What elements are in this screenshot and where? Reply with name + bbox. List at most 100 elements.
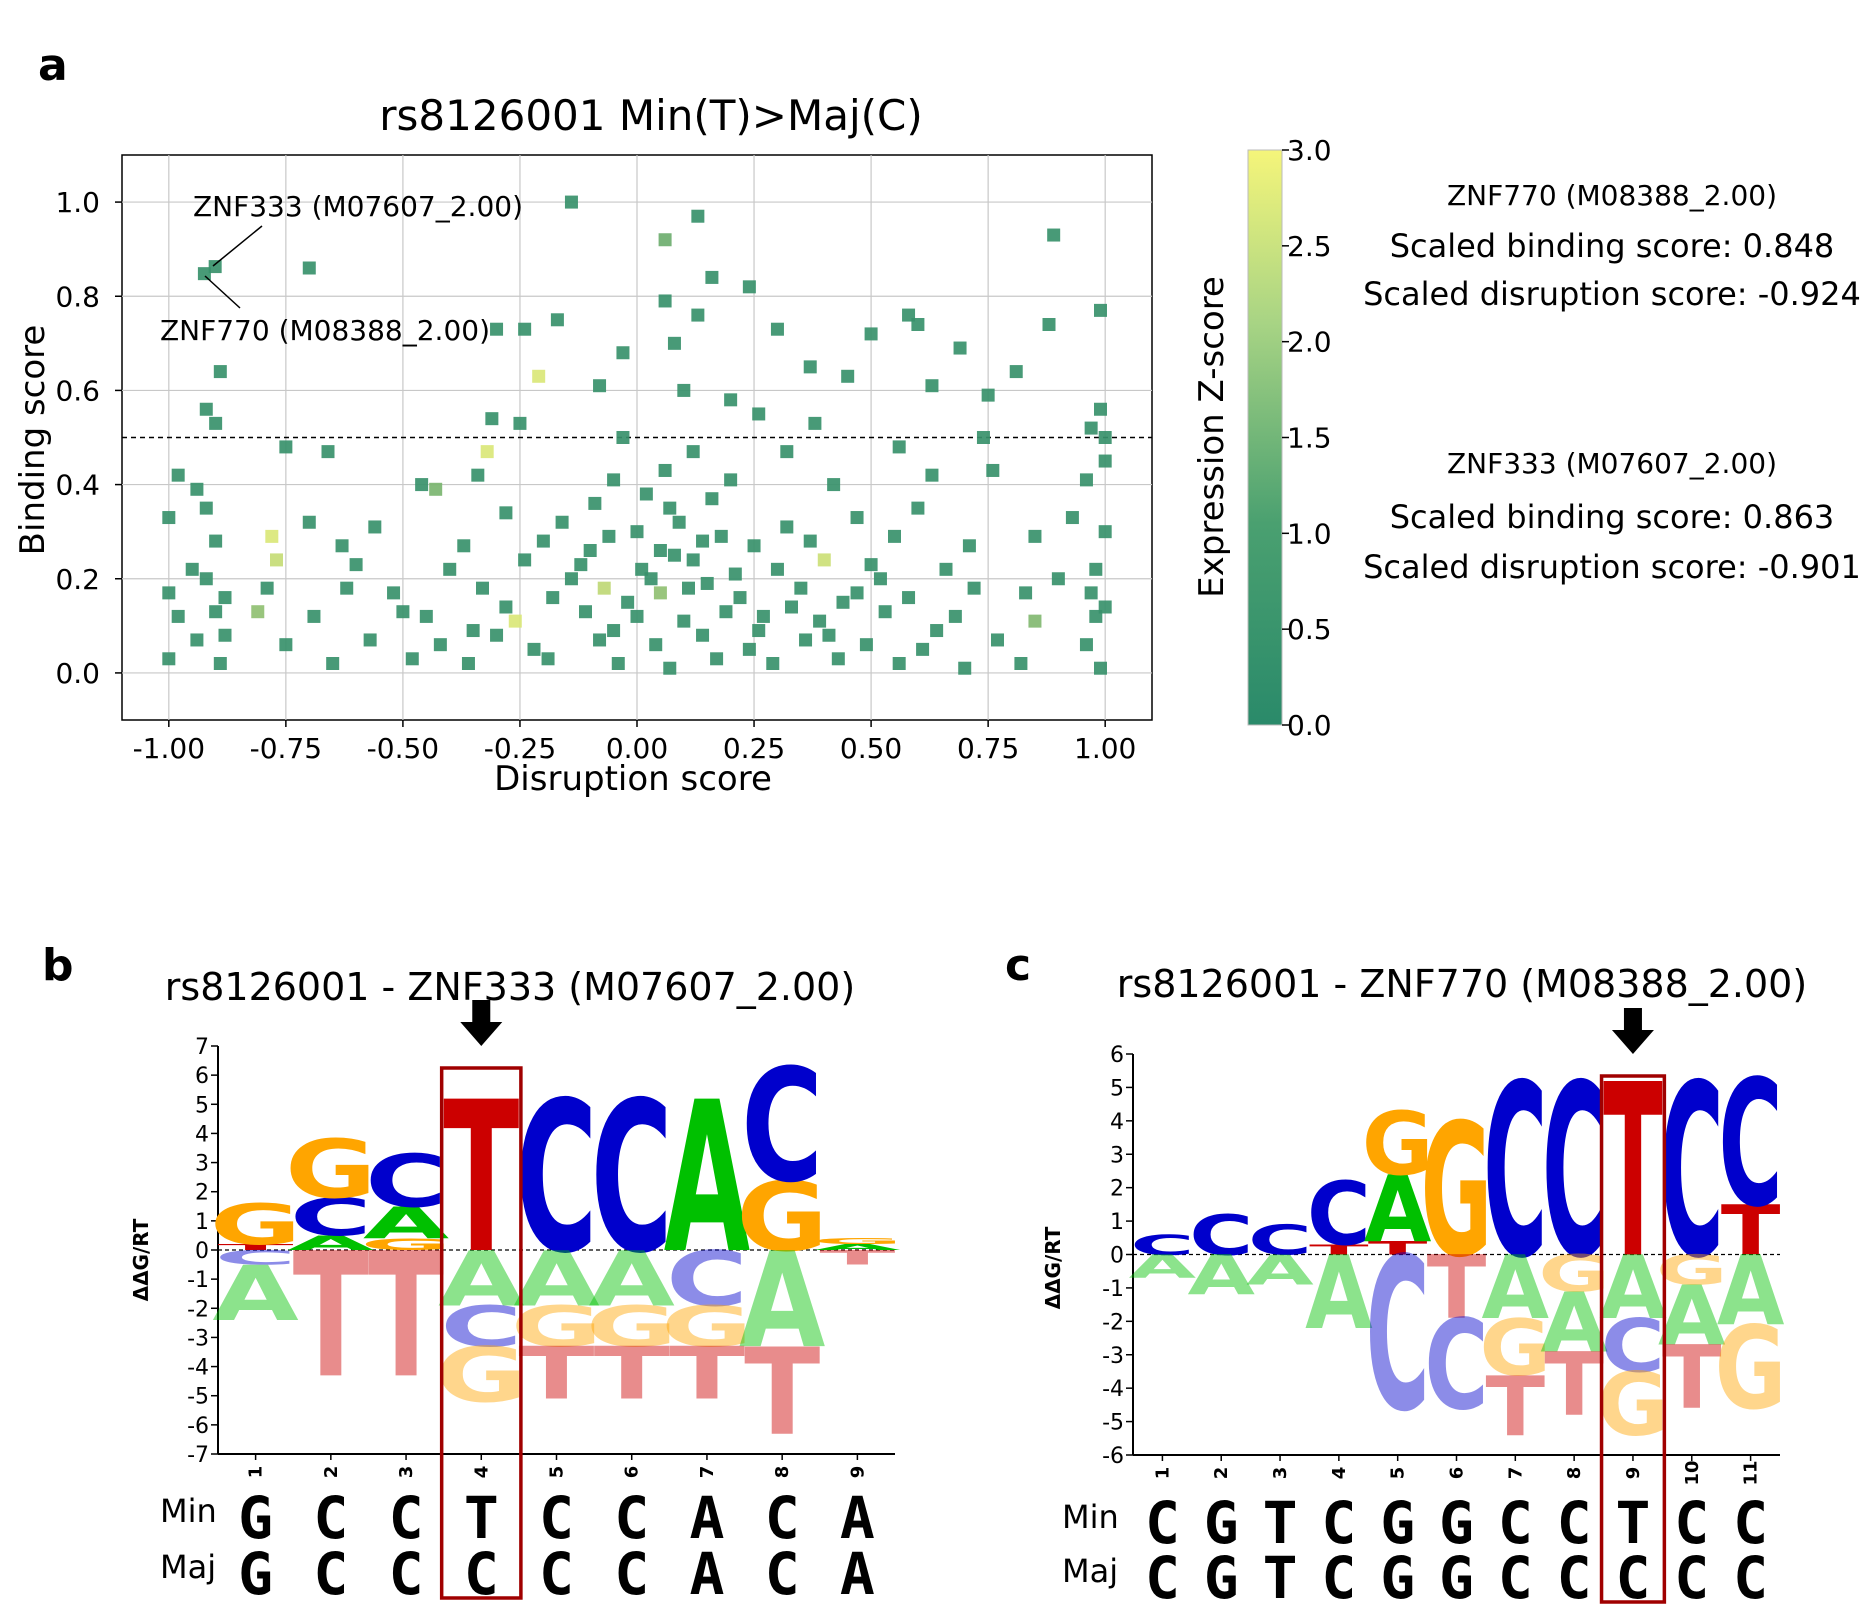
logo-letter-up: A [814, 1243, 900, 1252]
logo-y-tick-label: 6 [1110, 1043, 1124, 1068]
scatter-point [471, 468, 485, 482]
y-tick-label: 0.4 [55, 469, 100, 502]
scatter-point [499, 506, 513, 520]
scatter-point [607, 624, 621, 638]
scatter-point [780, 445, 794, 459]
scatter-point [213, 657, 227, 670]
colorbar-tick-label: 2.5 [1287, 230, 1332, 263]
scatter-point [850, 511, 864, 525]
colorbar-tick-label: 0.5 [1287, 613, 1332, 646]
logo-letter-down: A [513, 1235, 600, 1324]
logo-y-tick-label: -1 [187, 1268, 209, 1293]
scatter-point [190, 482, 204, 496]
colorbar-label: Expression Z-score [1192, 276, 1232, 598]
logo-letter-down: A [1305, 1236, 1373, 1352]
panel-b-title: rs8126001 - ZNF333 (M07607_2.00) [165, 965, 855, 1009]
scatter-point [162, 586, 176, 600]
logo-y-tick-label: 4 [1110, 1110, 1124, 1135]
logo-position-label: 7 [697, 1466, 718, 1479]
maj-sequence-letter: C [614, 1540, 649, 1608]
maj-sequence-letter: C [389, 1540, 424, 1608]
scatter-point [162, 511, 176, 525]
logo-letter-down: A [739, 1224, 825, 1377]
scatter-point [630, 609, 644, 623]
scatter-point [742, 280, 756, 294]
scatter-point [794, 581, 808, 595]
scatter-point [485, 412, 499, 426]
info-znf770-disruption: Scaled disruption score: -0.924 [1363, 275, 1861, 313]
logo-y-tick-label: 1 [1110, 1210, 1124, 1235]
logo-position-label: 3 [1270, 1467, 1291, 1480]
scatter-point [574, 558, 588, 572]
logo-y-tick-label: -1 [1102, 1277, 1124, 1302]
panel-b: b rs8126001 - ZNF333 (M07607_2.00) ΔΔG/R… [42, 940, 903, 1608]
scatter-point [564, 572, 578, 586]
y-tick-label: 0.8 [55, 280, 100, 313]
info-znf333-binding: Scaled binding score: 0.863 [1390, 498, 1835, 536]
scatter-point [602, 529, 616, 543]
x-tick-label: 0.25 [723, 732, 785, 765]
logo-letter-up: G [1421, 1085, 1493, 1298]
panel-a: a rs8126001 Min(T)>Maj(C) -1.00 -0.75 -0.5… [13, 40, 1861, 799]
min-sequence-letter: G [1380, 1489, 1415, 1557]
min-sequence-letter: C [1733, 1489, 1768, 1557]
scatter-point [682, 581, 695, 595]
scatter-point [752, 624, 766, 638]
logo-y-tick-label: -3 [1102, 1344, 1124, 1369]
scatter-point [780, 520, 794, 534]
logo-letter-up: T [218, 1243, 294, 1252]
colorbar-tick-label: 1.0 [1287, 517, 1332, 550]
scatter-point [349, 558, 363, 572]
scatter-point [799, 633, 813, 647]
scatter-point [728, 567, 742, 581]
y-axis-label: Binding score [13, 325, 53, 556]
scatter-point [981, 388, 995, 402]
panel-a-letter: a [38, 40, 68, 91]
scatter-point [457, 539, 471, 553]
scatter-point [265, 529, 279, 543]
scatter-point [1094, 303, 1107, 317]
scatter-point [550, 313, 564, 327]
maj-sequence-letter: C [765, 1540, 800, 1608]
colorbar-tick-label: 3.0 [1287, 134, 1332, 167]
logo-y-tick-label: 1 [195, 1210, 209, 1235]
logo-letter-down: G [1538, 1245, 1610, 1304]
logo-letter-down: T [744, 1324, 820, 1463]
scatter-point [171, 609, 185, 623]
scatter-points [162, 195, 1112, 675]
logo-letter-up: T [1603, 1035, 1663, 1311]
scatter-point [368, 520, 382, 534]
y-tick-label: 0.2 [55, 563, 100, 596]
scatter-point [363, 633, 377, 647]
maj-sequence-letter: C [1733, 1544, 1768, 1612]
colorbar-ticks: 0.0 0.5 1.0 1.5 2.0 2.5 3.0 [1282, 134, 1332, 742]
scatter-point [1042, 318, 1056, 331]
scatter-point [213, 365, 227, 379]
logo-letter-down: A [212, 1249, 299, 1338]
y-tick-label: 1.0 [55, 186, 100, 219]
scatter-point [803, 534, 817, 548]
callout-znf770: ZNF770 (M08388_2.00) [160, 314, 490, 347]
logo-letter-up: A [288, 1232, 374, 1255]
logo-y-tick-label: 0 [1110, 1244, 1124, 1269]
logo-letter-up: G [736, 1161, 828, 1273]
info-znf333: ZNF333 (M07607_2.00) Scaled binding scor… [1363, 447, 1861, 586]
scatter-point [1028, 529, 1042, 543]
logo-letter-up: C [1660, 1035, 1724, 1311]
scatter-point [939, 562, 953, 576]
scatter-point [658, 294, 672, 308]
min-sequence-letter: G [238, 1484, 273, 1552]
panel-a-title: rs8126001 Min(T)>Maj(C) [379, 91, 922, 140]
logo-letter-down: T [1662, 1327, 1722, 1429]
maj-sequence-letter: C [1674, 1544, 1709, 1612]
logo-letter-up: C [1189, 1204, 1253, 1268]
logo-y-tick-label: 2 [195, 1181, 209, 1206]
scatter-point [770, 562, 784, 576]
maj-sequence-letter: A [840, 1540, 875, 1608]
scatter-point [321, 445, 335, 459]
scatter-point [429, 482, 443, 496]
panel-c-letter: c [1005, 940, 1031, 991]
logo-letter-up: C [741, 1035, 823, 1217]
scatter-point [663, 661, 677, 675]
scatter-point [756, 609, 770, 623]
